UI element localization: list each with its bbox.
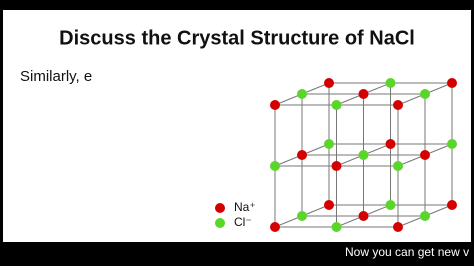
atom: [447, 139, 457, 149]
atom: [324, 200, 334, 210]
atom: [331, 222, 342, 232]
atom: [393, 161, 403, 171]
slide-text: Similarly, e: [20, 68, 92, 85]
atom: [385, 200, 396, 210]
crystal-lattice: [270, 78, 457, 232]
atom: [420, 150, 430, 160]
legend-marker: [215, 218, 225, 228]
atom: [447, 78, 457, 88]
atom: [358, 150, 369, 160]
slide-title: Discuss the Crystal Structure of NaCl: [59, 27, 415, 49]
atom: [420, 211, 430, 221]
atom: [447, 200, 457, 210]
atom: [385, 139, 396, 149]
atom: [331, 161, 342, 171]
atom: [270, 222, 280, 232]
atom: [385, 78, 396, 88]
caption: Now you can get new v: [345, 245, 469, 259]
atom: [358, 211, 369, 221]
atom: [297, 211, 307, 221]
atom: [324, 139, 334, 149]
atom: [358, 89, 369, 99]
atom: [297, 150, 307, 160]
legend-label: Cl⁻: [234, 215, 252, 229]
atom: [393, 222, 403, 232]
legend-marker: [215, 203, 225, 213]
atom: [324, 78, 334, 88]
atom: [331, 100, 342, 110]
atom: [393, 100, 403, 110]
legend-label: Na⁺: [234, 200, 256, 214]
atom: [420, 89, 430, 99]
atom: [270, 161, 280, 171]
atom: [270, 100, 280, 110]
atom: [297, 89, 307, 99]
